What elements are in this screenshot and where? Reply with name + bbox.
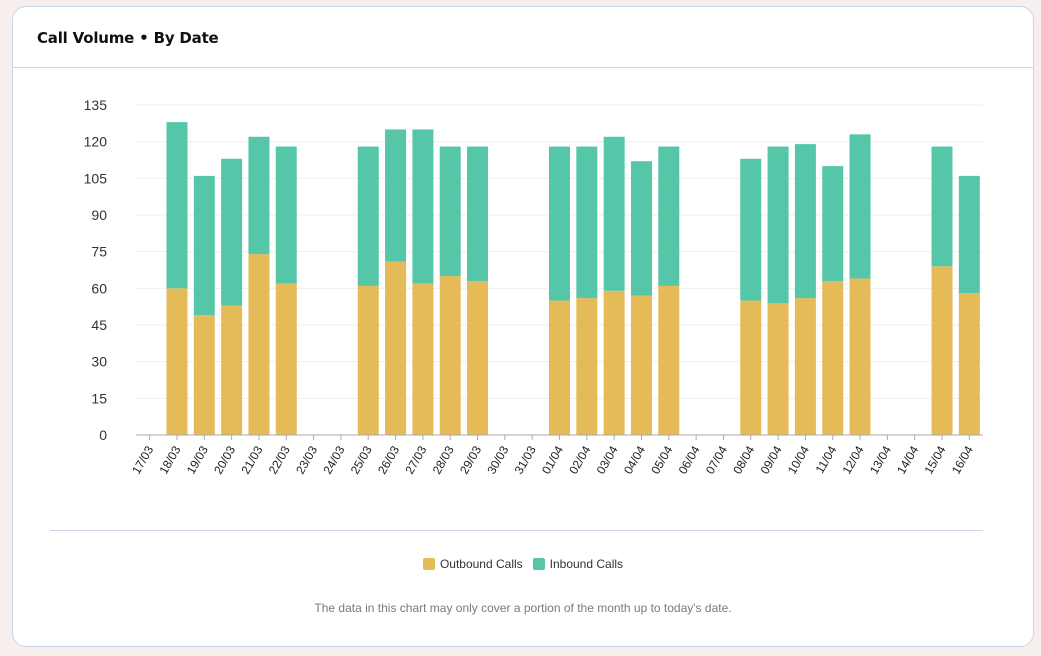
bar-inbound [248, 136, 270, 255]
y-tick-label: 135 [84, 97, 108, 113]
bar-inbound [221, 158, 243, 306]
bar-inbound [549, 146, 570, 301]
bar-outbound [931, 266, 953, 435]
bar-inbound [740, 158, 762, 301]
x-tick-label: 01/04 [539, 443, 566, 476]
x-tick-label: 16/04 [949, 443, 976, 476]
bar-outbound [658, 285, 680, 435]
bar-inbound [193, 175, 215, 316]
chart-legend: Outbound Calls Inbound Calls [13, 557, 1033, 571]
bar-inbound [603, 136, 625, 291]
x-tick-label: 06/04 [676, 443, 703, 476]
bar-inbound [439, 146, 461, 277]
bar-outbound [549, 300, 570, 435]
bar-outbound [166, 288, 188, 435]
bar-inbound [576, 146, 598, 299]
bar-inbound [658, 146, 680, 286]
y-tick-label: 60 [91, 280, 107, 296]
y-tick-label: 15 [91, 390, 107, 406]
legend-separator [50, 530, 983, 531]
x-tick-label: 23/03 [293, 443, 320, 476]
bar-outbound [576, 298, 598, 435]
x-tick-label: 24/03 [320, 443, 347, 476]
bar-inbound [794, 144, 816, 299]
x-tick-label: 14/04 [894, 443, 921, 476]
y-tick-label: 45 [91, 317, 107, 333]
bar-outbound [794, 298, 816, 435]
bar-outbound [849, 278, 871, 435]
bar-outbound [767, 303, 789, 435]
bar-inbound [166, 122, 188, 289]
bar-inbound [412, 129, 434, 284]
x-tick-label: 07/04 [703, 443, 730, 476]
bar-inbound [849, 134, 871, 279]
x-tick-label: 17/03 [129, 443, 156, 476]
x-tick-label: 27/03 [402, 443, 429, 476]
bar-inbound [467, 146, 489, 281]
bar-outbound [193, 315, 215, 435]
x-tick-label: 25/03 [348, 443, 375, 476]
x-tick-label: 12/04 [840, 443, 867, 476]
legend-item-inbound[interactable]: Inbound Calls [532, 557, 624, 571]
y-tick-label: 0 [99, 427, 107, 443]
bar-outbound [822, 281, 844, 435]
bar-outbound [248, 254, 270, 435]
x-tick-label: 29/03 [457, 443, 484, 476]
card-title: Call Volume • By Date [37, 29, 219, 47]
bar-inbound [357, 146, 379, 286]
bar-inbound [275, 146, 297, 284]
x-tick-label: 26/03 [375, 443, 402, 476]
bar-outbound [439, 276, 461, 435]
x-tick-label: 28/03 [430, 443, 457, 476]
bar-outbound [467, 281, 489, 435]
x-tick-label: 22/03 [266, 443, 293, 476]
bar-outbound [385, 261, 407, 435]
legend-item-outbound[interactable]: Outbound Calls [422, 557, 523, 571]
x-tick-label: 20/03 [211, 443, 238, 476]
legend-swatch-outbound [422, 558, 435, 570]
y-tick-label: 30 [91, 354, 107, 370]
bar-outbound [740, 300, 762, 435]
x-tick-label: 21/03 [238, 443, 265, 476]
chart-footnote: The data in this chart may only cover a … [314, 601, 732, 615]
x-tick-label: 13/04 [867, 443, 894, 476]
call-volume-chart: 0 15 30 45 60 75 90 105 120 135 17/03 18/03 19/03 20/… [84, 97, 983, 477]
bar-outbound [275, 283, 297, 435]
x-tick-label: 03/04 [594, 443, 621, 476]
x-tick-label: 19/03 [184, 443, 211, 476]
x-tick-label: 02/04 [566, 443, 593, 476]
y-tick-label: 90 [91, 207, 107, 223]
x-tick-label: 10/04 [785, 443, 812, 476]
bar-inbound [767, 146, 789, 303]
bar-inbound [385, 129, 407, 262]
x-tick-label: 31/03 [512, 443, 539, 476]
bar-inbound [822, 166, 844, 281]
bar-outbound [603, 290, 625, 435]
y-tick-label: 75 [91, 244, 107, 260]
y-tick-label: 120 [84, 134, 108, 150]
legend-label-outbound: Outbound Calls [439, 557, 523, 571]
x-tick-label: 30/03 [484, 443, 511, 476]
chart-card: Call Volume • By Date 0 15 30 45 60 75 90 105 12… [12, 6, 1034, 647]
bar-outbound [357, 285, 379, 435]
bar-inbound [958, 175, 980, 294]
x-tick-label: 08/04 [730, 443, 757, 476]
y-tick-label: 105 [84, 170, 108, 186]
bar-outbound [221, 305, 243, 435]
x-tick-label: 18/03 [156, 443, 183, 476]
legend-label-inbound: Inbound Calls [549, 557, 624, 571]
bar-outbound [412, 283, 434, 435]
x-tick-label: 09/04 [758, 443, 785, 476]
x-tick-label: 05/04 [648, 443, 675, 476]
bar-outbound [958, 293, 980, 435]
bar-inbound [630, 161, 652, 296]
x-tick-label: 04/04 [621, 443, 648, 476]
bar-outbound [630, 295, 652, 435]
bar-inbound [931, 146, 953, 267]
legend-swatch-inbound [532, 558, 545, 570]
x-tick-label: 15/04 [921, 443, 948, 476]
card-header: Call Volume • By Date [13, 7, 1033, 68]
x-tick-label: 11/04 [813, 443, 840, 476]
